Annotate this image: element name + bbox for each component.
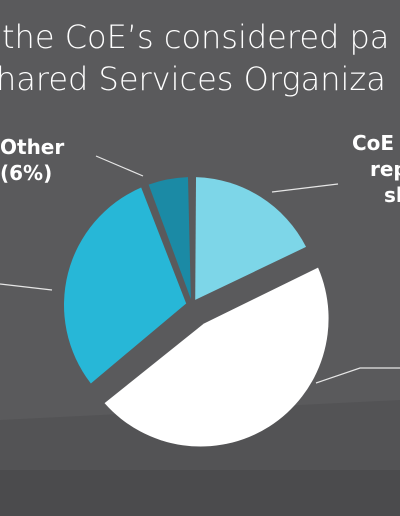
slice-other [148,177,191,300]
chart-title: the CoE’s considered pa hared Services O… [0,16,400,100]
chart-title-line-1: the CoE’s considered pa [2,18,390,56]
coe-slice-label: CoE rep sh [352,130,400,208]
leader-line-other [95,155,144,177]
other-slice-label: Other (6%) [0,134,64,186]
other-label-line-1: Other [0,135,65,159]
leader-line-large [315,367,400,384]
leader-line-medium [0,283,53,291]
leader-line-coe [271,183,339,193]
slice-coe [195,177,307,300]
coe-label-line-1: CoE [352,131,395,155]
chart-title-line-2: hared Services Organiza [0,60,386,98]
slice-large [104,267,329,447]
coe-label-line-3: sh [384,183,400,207]
slice-medium [63,187,187,384]
coe-label-line-2: rep [370,157,400,181]
other-label-line-2: (6%) [0,161,53,185]
